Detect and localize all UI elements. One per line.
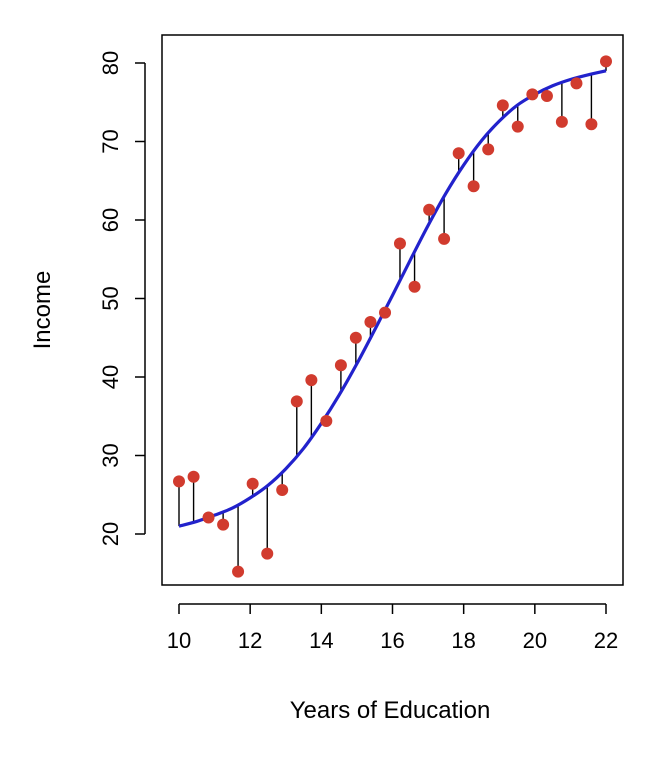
y-tick-label: 60 — [98, 208, 123, 232]
data-point — [290, 395, 303, 408]
data-point — [526, 88, 539, 101]
y-axis: 20 30 40 50 60 70 80 — [98, 51, 146, 546]
x-tick-label: 12 — [238, 628, 262, 653]
data-point — [217, 518, 230, 531]
data-point — [555, 115, 568, 128]
data-point — [364, 316, 377, 329]
data-point — [232, 565, 245, 578]
data-point — [496, 99, 509, 112]
y-tick-label: 70 — [98, 129, 123, 153]
data-point — [246, 477, 259, 490]
x-axis: 10 12 14 16 18 20 22 — [167, 603, 618, 653]
data-point — [570, 77, 583, 90]
y-tick-label: 40 — [98, 365, 123, 389]
data-point — [173, 475, 185, 488]
x-axis-title: Years of Education — [290, 697, 491, 724]
data-point — [261, 547, 274, 560]
data-point — [305, 374, 318, 387]
x-tick-label: 10 — [167, 628, 191, 653]
y-tick-label: 20 — [98, 522, 123, 546]
data-point — [334, 359, 347, 372]
data-point — [379, 306, 392, 319]
data-point — [540, 89, 553, 102]
data-point — [276, 484, 289, 497]
x-tick-label: 20 — [523, 628, 547, 653]
y-tick-label: 30 — [98, 443, 123, 467]
data-point — [423, 203, 436, 216]
x-tick-label: 22 — [594, 628, 618, 653]
data-point — [438, 232, 451, 245]
x-tick-label: 16 — [380, 628, 404, 653]
y-tick-label: 80 — [98, 51, 123, 75]
y-tick-label: 50 — [98, 286, 123, 310]
data-point — [600, 55, 612, 68]
data-point — [408, 280, 421, 293]
x-tick-label: 14 — [309, 628, 333, 653]
data-point — [320, 414, 333, 427]
plot-frame — [161, 34, 624, 586]
data-point — [187, 470, 200, 483]
data-points — [173, 55, 612, 578]
y-axis-title: Income — [29, 271, 56, 350]
data-point — [452, 147, 465, 160]
residual-lines — [178, 61, 607, 572]
data-point — [482, 143, 495, 156]
data-point — [202, 511, 215, 524]
data-point — [467, 180, 480, 193]
fitted-curve — [178, 69, 607, 528]
x-tick-label: 18 — [451, 628, 475, 653]
data-point — [349, 331, 362, 344]
data-point — [511, 120, 524, 133]
data-point — [393, 237, 406, 250]
fitted-curve-layer — [178, 69, 607, 528]
data-point — [585, 118, 598, 131]
